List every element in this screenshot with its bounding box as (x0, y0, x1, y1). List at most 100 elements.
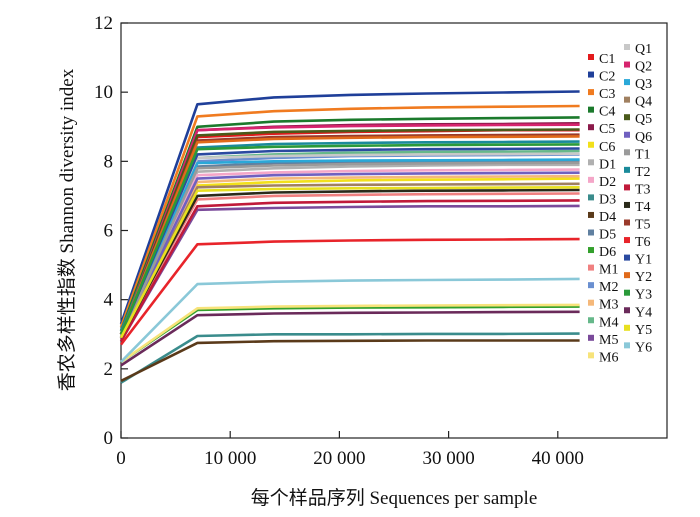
y-tick-label: 10 (94, 82, 113, 103)
legend-swatch (588, 247, 594, 254)
series-line-T3 (119, 199, 580, 342)
legend-label: T5 (635, 218, 651, 233)
legend-swatch (588, 124, 594, 131)
legend-swatch (588, 211, 594, 218)
legend-swatch (624, 289, 630, 296)
series-line-D3 (120, 332, 580, 384)
series-line-Q1 (119, 152, 580, 335)
legend-label: D4 (599, 210, 616, 225)
series-line-Y4 (120, 310, 580, 367)
series-line-D6 (120, 305, 580, 363)
y-axis-title: 香农多样性指数 Shannon diversity index (56, 68, 78, 391)
series-line-Y3 (119, 143, 580, 335)
series-line-M6 (120, 303, 580, 363)
legend-swatch (588, 264, 594, 271)
legend-label: D2 (599, 175, 616, 190)
series-line-Q3 (119, 158, 580, 335)
x-tick-label: 40 000 (532, 448, 584, 469)
legend-swatch (588, 89, 594, 96)
legend-swatch (588, 71, 594, 78)
legend-label: Y5 (635, 323, 652, 338)
legend-swatch (588, 299, 594, 306)
series-line-D2 (119, 168, 580, 339)
y-tick-label: 2 (104, 359, 114, 380)
legend-swatch (624, 166, 630, 173)
series-line-Q2 (119, 123, 580, 335)
legend-label: Y2 (635, 270, 652, 285)
legend-swatch (588, 54, 594, 60)
legend-label: M4 (599, 315, 618, 330)
legend-swatch (624, 237, 630, 244)
legend-swatch (624, 342, 630, 349)
legend: C1 C2 C3 C4 C5 C6 D1 D2 D3 D4 D5 D6 M1 M2 M3 M4 M5 M6 Q1 Q2… (588, 42, 652, 365)
y-tick-label: 8 (104, 151, 114, 172)
series-lines (119, 90, 580, 384)
x-tick-label: 30 000 (422, 448, 474, 469)
legend-swatch (624, 272, 630, 279)
legend-label: C5 (599, 122, 615, 137)
legend-label: M6 (599, 350, 618, 365)
legend-label: C3 (599, 87, 615, 102)
legend-swatch (588, 334, 594, 341)
y-tick-label: 6 (104, 221, 114, 242)
legend-label: Q6 (635, 130, 652, 145)
legend-swatch (624, 96, 630, 103)
legend-swatch (588, 176, 594, 183)
series-line-Q6 (119, 171, 580, 339)
legend-swatch (624, 149, 630, 156)
y-tick-label: 12 (94, 13, 113, 34)
legend-label: D6 (599, 245, 616, 260)
series-line-Q4 (119, 182, 580, 339)
x-tick-label: 10 000 (204, 448, 256, 469)
legend-swatch (624, 184, 630, 191)
legend-label: C4 (599, 105, 615, 120)
legend-label: D5 (599, 228, 616, 243)
legend-swatch (588, 194, 594, 201)
series-line-M3 (119, 174, 580, 339)
series-line-M1 (119, 192, 580, 339)
series-line-M5 (119, 204, 580, 342)
legend-swatch (588, 352, 594, 359)
legend-label: M3 (599, 298, 618, 313)
series-line-D1 (119, 163, 580, 339)
legend-label: T3 (635, 182, 651, 197)
legend-label: Q1 (635, 42, 652, 57)
legend-label: M1 (599, 263, 618, 278)
series-line-C3 (119, 104, 580, 328)
series-line-Y2 (119, 135, 580, 335)
series-line-Y1 (119, 147, 580, 335)
series-line-Y6 (120, 277, 580, 363)
legend-label: C6 (599, 140, 615, 155)
legend-label: Y3 (635, 288, 652, 303)
legend-swatch (588, 282, 594, 289)
y-tick-label: 4 (104, 290, 114, 311)
legend-swatch (624, 219, 630, 226)
legend-swatch (624, 114, 630, 121)
legend-label: Q5 (635, 112, 652, 127)
x-axis-title: 每个样品序列 Sequences per sample (251, 487, 538, 509)
legend-label: Y6 (635, 340, 652, 355)
legend-label: D1 (599, 157, 616, 172)
plot-frame (120, 22, 668, 439)
legend-label: C1 (599, 52, 615, 67)
legend-label: Y4 (635, 305, 652, 320)
series-line-T4 (119, 188, 580, 339)
legend-label: Y1 (635, 253, 652, 268)
legend-swatch (624, 61, 630, 68)
legend-label: M2 (599, 280, 618, 295)
legend-swatch (624, 79, 630, 86)
y-axis: 0 2 4 6 8 10 12 (94, 13, 128, 449)
x-tick-label: 20 000 (313, 448, 365, 469)
legend-swatch (624, 254, 630, 261)
legend-label: T1 (635, 147, 651, 162)
legend-swatch (624, 201, 630, 208)
legend-label: T2 (635, 165, 651, 180)
series-line-Q5 (119, 128, 580, 335)
legend-swatch (588, 106, 594, 113)
x-tick-label: 0 (116, 448, 126, 469)
legend-swatch (588, 317, 594, 324)
legend-swatch (588, 159, 594, 166)
series-line-D4 (120, 339, 580, 383)
series-line-Y5 (119, 186, 580, 339)
